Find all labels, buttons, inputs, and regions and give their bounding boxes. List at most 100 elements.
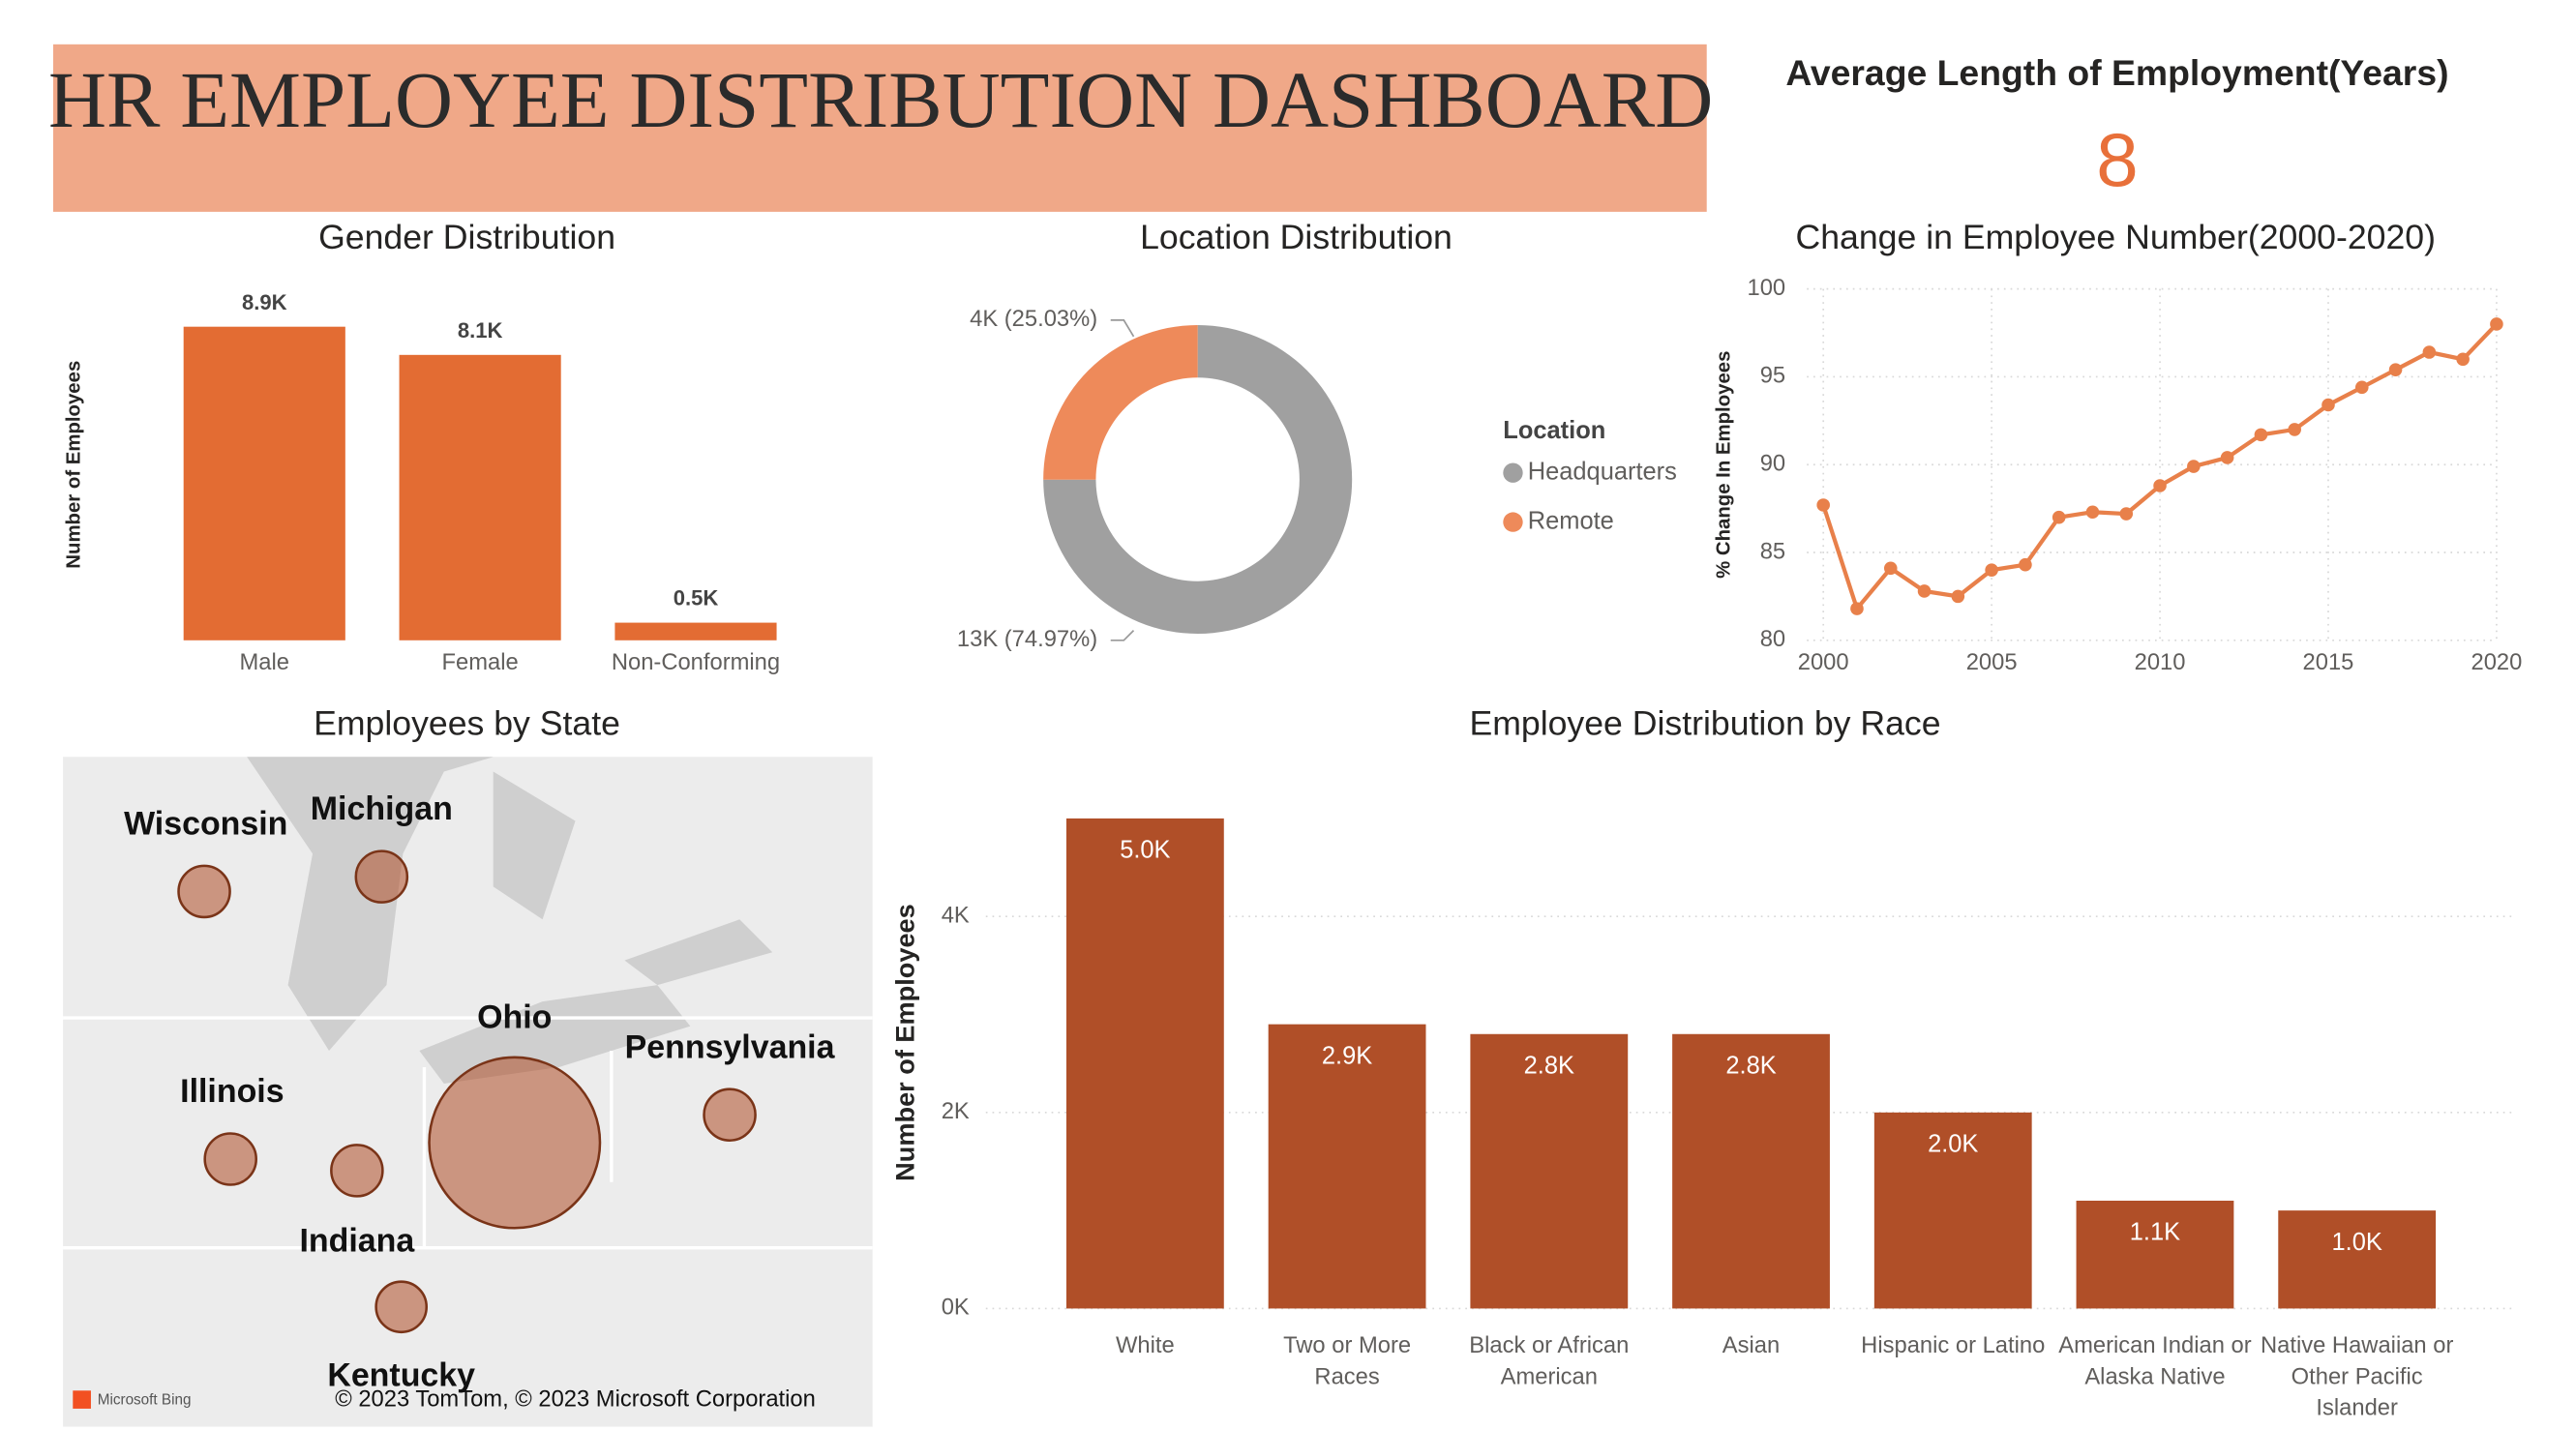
x-tick-label-box: Hispanic or Latino <box>1861 1331 2046 1358</box>
line-point <box>2019 557 2032 572</box>
line-point <box>2456 352 2470 367</box>
x-tick-label: Asian <box>1722 1331 1781 1358</box>
x-tick-label: 2000 <box>1798 649 1849 675</box>
line-point <box>2085 505 2100 520</box>
donut-slice <box>1043 324 1198 480</box>
chart-title: Gender Distribution <box>318 218 615 256</box>
line-point <box>1850 602 1864 615</box>
bar <box>614 622 777 641</box>
y-tick-label: 2K <box>942 1098 970 1124</box>
line-point <box>2220 451 2234 464</box>
chart-title: Employee Distribution by Race <box>1469 703 1940 742</box>
x-tick-label: Female <box>442 649 519 675</box>
x-tick-label-box: Native Hawaiian or Other Pacific Islande… <box>2260 1331 2454 1420</box>
x-tick-label: Native Hawaiian or Other Pacific Islande… <box>2260 1331 2454 1420</box>
legend-marker <box>1503 462 1523 483</box>
dashboard-title: HR EMPLOYEE DISTRIBUTION DASHBOARD <box>48 55 1713 144</box>
y-tick-label: 100 <box>1748 275 1786 301</box>
data-label: 2.8K <box>1524 1052 1574 1079</box>
x-tick-label-box: Asian <box>1722 1331 1781 1358</box>
line-point <box>2254 428 2268 442</box>
leader-line <box>1110 630 1135 641</box>
x-tick-label-box: White <box>1115 1331 1175 1358</box>
y-tick-label: 4K <box>942 902 970 928</box>
x-tick-label: 2020 <box>2471 649 2522 675</box>
data-label: 13K (74.97%) <box>957 626 1097 652</box>
title-banner <box>52 44 1707 212</box>
legend-title: Location <box>1503 417 1605 444</box>
state-bubble <box>428 1056 602 1230</box>
provider-logo <box>73 1390 91 1409</box>
y-axis-label: Number of Employees <box>889 904 919 1181</box>
bar <box>2278 1210 2437 1309</box>
line-point <box>2119 507 2134 521</box>
data-label: 8.9K <box>242 290 287 314</box>
line-point <box>1816 498 1830 512</box>
state-label: Ohio <box>477 999 552 1036</box>
bar <box>183 326 345 641</box>
kpi-label: Average Length of Employment(Years) <box>1785 52 2448 93</box>
bar <box>1268 1024 1426 1309</box>
line-point <box>2288 423 2301 436</box>
data-label: 2.0K <box>1928 1130 1978 1157</box>
x-tick-label: 2010 <box>2135 649 2186 675</box>
line-point <box>1883 561 1898 576</box>
chart-title: Employees by State <box>314 703 620 742</box>
legend-label: Headquarters <box>1528 458 1677 485</box>
state-label: Illinois <box>180 1073 284 1110</box>
state-bubble <box>330 1144 384 1198</box>
chart-title: Change in Employee Number(2000-2020) <box>1796 218 2436 256</box>
bar <box>2076 1200 2234 1309</box>
x-tick-label: Hispanic or Latino <box>1861 1331 2046 1358</box>
data-label: 1.1K <box>2130 1219 2180 1246</box>
state-bubble <box>177 864 231 919</box>
x-tick-label: White <box>1115 1331 1175 1358</box>
bar <box>1065 818 1224 1309</box>
state-bubble <box>374 1280 429 1334</box>
line-point <box>2321 398 2335 412</box>
map-attribution: © 2023 TomTom, © 2023 Microsoft Corporat… <box>335 1386 816 1413</box>
line-point <box>2354 380 2369 395</box>
x-tick-label: American Indian or Alaska Native <box>2058 1331 2252 1389</box>
x-tick-label: Non-Conforming <box>612 649 780 675</box>
bar <box>1873 1112 2032 1309</box>
line-point <box>2388 363 2403 376</box>
data-label: 2.9K <box>1322 1042 1372 1069</box>
x-tick-label: Male <box>240 649 289 675</box>
x-tick-label: Two or More Races <box>1283 1331 1412 1389</box>
data-label: 0.5K <box>674 586 719 611</box>
donut-slice <box>1043 324 1353 635</box>
data-label: 4K (25.03%) <box>970 306 1097 332</box>
chart-title: Location Distribution <box>1140 218 1453 256</box>
state-bubble <box>203 1132 257 1186</box>
state-bubble <box>703 1087 757 1142</box>
legend-label: Remote <box>1528 507 1614 534</box>
line-point <box>1985 563 1998 577</box>
y-axis-label: Number of Employees <box>63 361 84 569</box>
state-label: Michigan <box>311 790 453 827</box>
y-tick-label: 95 <box>1760 363 1785 389</box>
state-label: Kentucky <box>327 1357 475 1394</box>
line-point <box>2422 345 2437 359</box>
data-label: 5.0K <box>1120 837 1170 864</box>
leader-line <box>1110 319 1135 338</box>
bar <box>399 354 561 641</box>
kpi-value: 8 <box>2096 117 2138 202</box>
x-tick-label-box: Black or African American <box>1469 1331 1630 1389</box>
x-tick-label-box: American Indian or Alaska Native <box>2058 1331 2252 1389</box>
y-tick-label: 85 <box>1760 538 1785 564</box>
map-provider: Microsoft Bing <box>98 1391 192 1408</box>
line-point <box>2052 510 2066 524</box>
data-label: 8.1K <box>458 318 503 343</box>
data-label: 1.0K <box>2332 1229 2382 1256</box>
x-tick-label: 2015 <box>2303 649 2354 675</box>
state-label: Indiana <box>299 1223 415 1260</box>
line-point <box>1951 589 1965 604</box>
x-tick-label: Black or African American <box>1469 1331 1630 1389</box>
x-tick-label: 2005 <box>1966 649 2018 675</box>
y-tick-label: 0K <box>942 1295 970 1321</box>
line-point <box>2187 460 2201 473</box>
y-tick-label: 80 <box>1760 626 1785 652</box>
line-point <box>2490 317 2503 331</box>
